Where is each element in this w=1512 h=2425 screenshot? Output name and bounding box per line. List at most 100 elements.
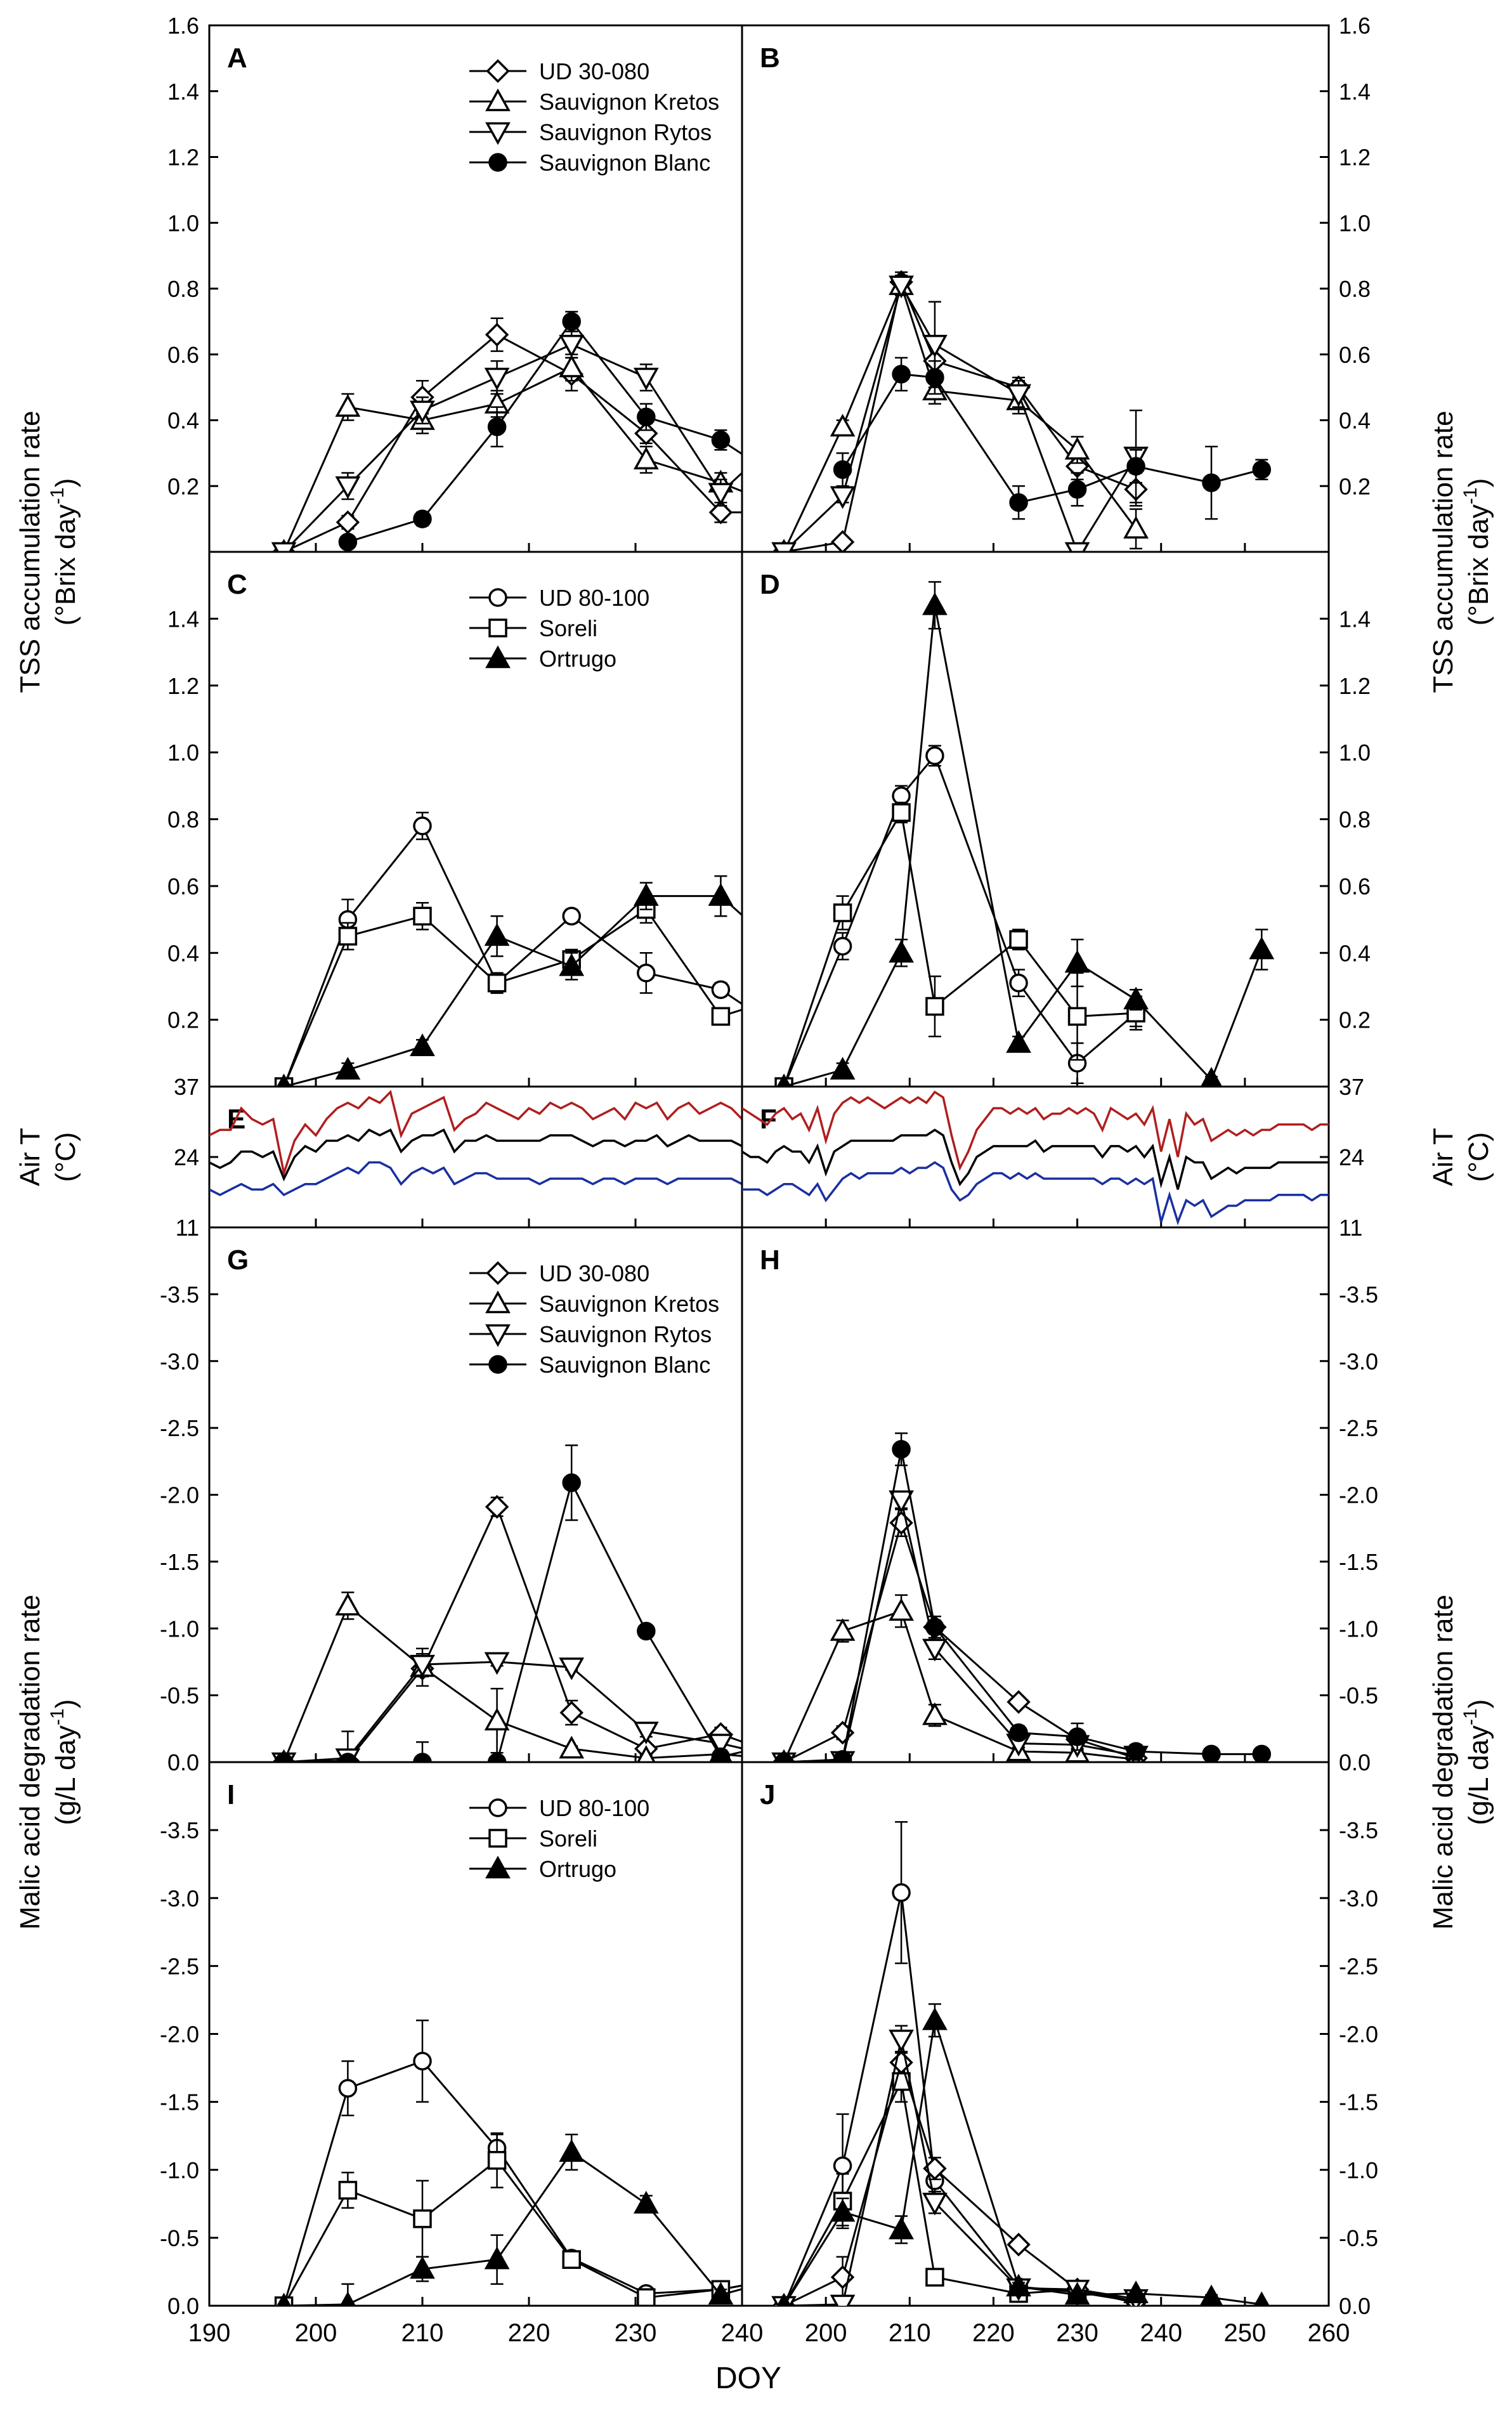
y-tick-label: 1.0: [1339, 740, 1371, 766]
data-point: [862, 485, 878, 501]
legend-marker: [486, 1261, 510, 1285]
left-axis-title-tss-text: TSS accumulation rate (°Brix day-1): [15, 410, 81, 693]
x-tick-label: 210: [401, 2319, 444, 2347]
y-tick-label: 37: [174, 1074, 199, 1100]
data-point: [922, 1638, 948, 1662]
data-point: [1126, 457, 1145, 476]
data-point: [889, 1490, 914, 1513]
y-tick-label: 1.2: [1339, 673, 1371, 699]
panel-frame: [208, 551, 743, 1088]
legend-label: UD 80-100: [539, 1795, 649, 1821]
data-point: [484, 1652, 510, 1675]
data-point: [922, 592, 948, 615]
y-tick-label: 24: [1339, 1144, 1364, 1170]
data-point: [559, 1735, 585, 1759]
legend-label: Sauvignon Rytos: [539, 1321, 712, 1347]
series-line: [742, 1128, 1329, 1190]
y-tick-label: -3.0: [160, 1885, 199, 1911]
data-point: [889, 2216, 914, 2240]
panel-letter: F: [760, 1104, 777, 1135]
panel-D: D 0.2 0.4 0.6 0.8 1.0 1.2 1.4: [741, 551, 1371, 1088]
y-tick-label: 0.2: [167, 1007, 199, 1033]
data-point: [277, 2292, 291, 2306]
legend-label: Soreli: [539, 1826, 597, 1852]
y-tick-label: -2.0: [1339, 1482, 1378, 1508]
y-tick-label: 1.2: [1339, 145, 1371, 171]
data-point: [562, 906, 581, 926]
y-tick-label: -1.5: [160, 2089, 199, 2115]
x-tick-label: 230: [615, 2319, 657, 2347]
data-point: [339, 2291, 356, 2306]
data-point: [859, 1739, 881, 1758]
data-layer: [771, 1821, 1270, 2306]
legend-marker: [485, 1290, 511, 1314]
series-line: [783, 278, 1137, 552]
data-point: [1123, 516, 1149, 539]
left-axis-title-tss: TSS accumulation rate (°Brix day-1): [15, 410, 81, 693]
y-tick-label: 1.6: [1339, 13, 1371, 39]
data-point: [889, 1598, 914, 1621]
right-axis-title-airt: Air T (°C): [1428, 1128, 1494, 1186]
y-tick-label: -2.5: [1339, 1415, 1378, 1441]
series-ud-30-080: [271, 1494, 742, 1762]
series-ud-30-080: [772, 270, 1148, 552]
panel-C: C 0.2 0.4 0.6 0.8 1.0 1.2 1.4 UD 80-100 Soreli Ort…: [167, 551, 743, 1088]
data-point: [925, 1618, 944, 1637]
panel-H: H 0.0 -0.5 -1.0 -1.5 -2.0 -2.5 -3.0 -3.5: [741, 1226, 1378, 1775]
y-tick-label: 1.0: [167, 740, 199, 766]
data-point: [859, 2280, 881, 2299]
data-layer: [774, 581, 1275, 1087]
data-point: [637, 1621, 656, 1641]
data-point: [708, 500, 733, 525]
series-ortrugo: [776, 2003, 1270, 2306]
series-soreli: [774, 801, 1145, 1087]
data-layer: [209, 1090, 742, 1196]
data-point: [413, 2051, 432, 2071]
data-point: [335, 394, 361, 417]
data-layer: [274, 811, 742, 1087]
right-axis-title-malic: Malic acid degradation rate (g/L day-1): [1428, 1595, 1494, 1930]
series-ortrugo: [277, 875, 742, 1087]
data-point: [833, 936, 852, 956]
x-tick-label: 230: [1056, 2319, 1098, 2347]
data-point: [862, 2280, 878, 2296]
data-point: [487, 1753, 507, 1762]
data-point: [771, 542, 797, 552]
panel-letter: A: [227, 42, 247, 74]
data-point: [633, 2190, 659, 2214]
y-tick-label: -1.0: [160, 1616, 199, 1642]
data-point: [336, 510, 360, 535]
data-point: [892, 1883, 911, 1902]
legend: UD 80-100 Soreli Ortrugo: [469, 1795, 649, 1882]
data-point: [484, 2246, 510, 2270]
legend: UD 80-100 Soreli Ortrugo: [469, 585, 649, 672]
y-tick-label: -1.0: [1339, 2157, 1378, 2183]
legend-label: UD 80-100: [539, 585, 649, 611]
panel-letter: G: [227, 1245, 249, 1276]
data-point: [413, 1753, 432, 1762]
series-ud-80-100: [274, 2019, 878, 2306]
left-axis-title-airt-text: Air T (°C): [15, 1128, 81, 1186]
data-point: [787, 481, 804, 497]
data-point: [562, 1473, 581, 1493]
data-point: [1007, 1690, 1031, 1714]
y-tick-label: 11: [1339, 1215, 1362, 1241]
left-axis-title-malic-text: Malic acid degradation rate (g/L day-1): [15, 1595, 81, 1930]
y-tick-label: -1.5: [1339, 2089, 1378, 2115]
data-point: [862, 1729, 878, 1745]
data-point: [338, 927, 358, 946]
legend-marker: [488, 153, 507, 172]
data-point: [1009, 930, 1028, 949]
series-ud-30-080: [271, 317, 880, 552]
y-tick-label: -2.5: [160, 1415, 199, 1441]
y-tick-label: -2.0: [160, 2022, 199, 2048]
data-point: [708, 483, 734, 506]
legend-marker: [485, 122, 511, 145]
panel-G: G 0.0 -0.5 -1.0 -1.5 -2.0 -2.5 -3.0 -3.5 UD 30-08…: [160, 1226, 881, 1775]
data-point: [1199, 2284, 1223, 2306]
data-point: [859, 486, 880, 507]
legend-marker: [488, 1355, 507, 1374]
x-tick-label: 200: [295, 2319, 337, 2347]
panel-B: B 0.2 0.4 0.6 0.8 1.0 1.2 1.4 1.6: [741, 13, 1371, 553]
